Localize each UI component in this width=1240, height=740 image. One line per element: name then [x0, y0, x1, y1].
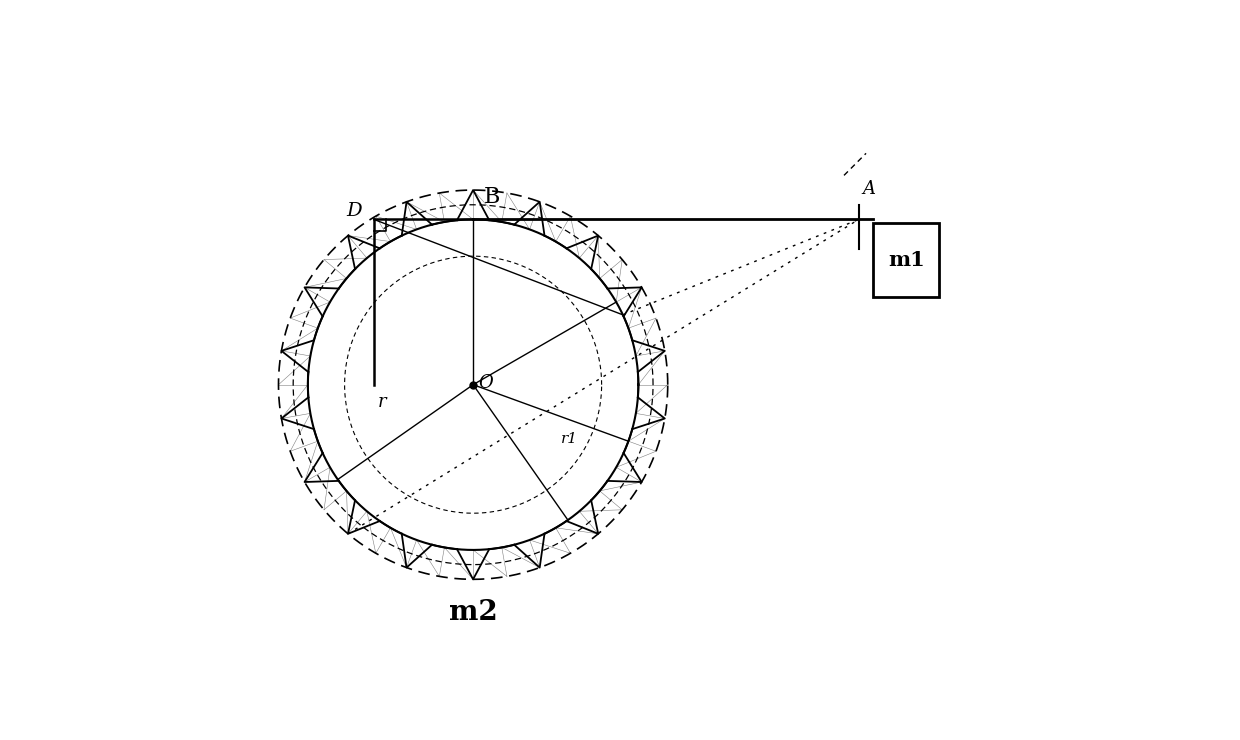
Text: O: O	[479, 374, 494, 392]
Bar	[873, 223, 940, 297]
Text: D: D	[346, 202, 362, 220]
Text: A: A	[862, 180, 875, 198]
Text: B: B	[484, 186, 501, 208]
Text: r1: r1	[562, 432, 578, 446]
Text: m2: m2	[449, 599, 497, 626]
Text: m1: m1	[888, 250, 925, 270]
Text: r: r	[378, 393, 386, 411]
